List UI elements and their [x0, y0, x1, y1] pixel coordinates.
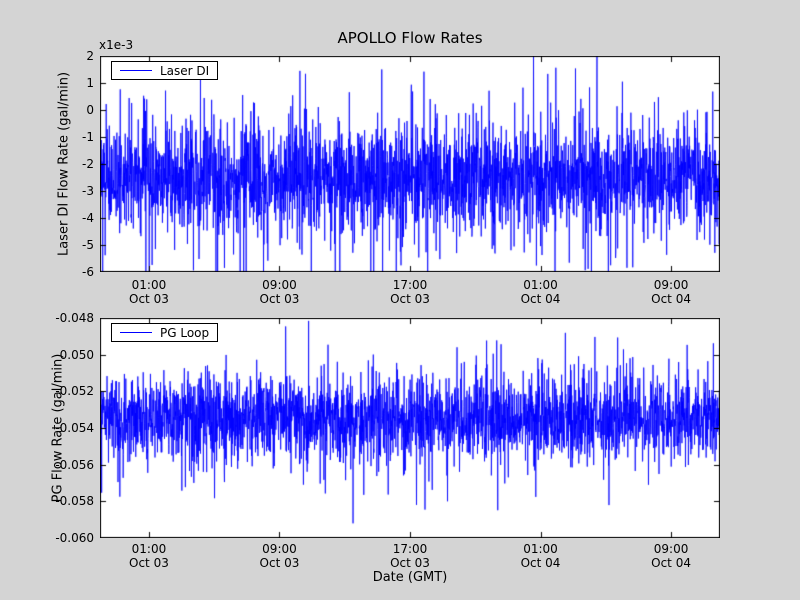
y-tick-label: -0.050	[55, 347, 94, 362]
legend-label: PG Loop	[160, 325, 210, 340]
legend-line-sample	[120, 332, 152, 333]
y-tick-label: 2	[86, 49, 94, 63]
y-tick-label: 0	[86, 103, 94, 117]
x-axis-label: Date (GMT)	[372, 570, 448, 585]
x-tick-label: 01:00 Oct 04	[520, 542, 561, 570]
y-tick-label: -2	[82, 157, 94, 171]
x-tick-label: 09:00 Oct 04	[651, 278, 691, 306]
y-tick-label: -5	[82, 238, 94, 252]
y-tick-label: -4	[82, 211, 94, 225]
bottom-plot-area	[100, 318, 720, 538]
x-tick-label: 01:00 Oct 03	[129, 278, 169, 306]
x-tick-label: 17:00 Oct 03	[390, 278, 430, 306]
top-plot-area	[100, 56, 720, 272]
x-tick-label: 09:00 Oct 03	[259, 278, 300, 306]
y-tick-label: -3	[82, 184, 94, 198]
y-tick-label: -1	[82, 130, 94, 144]
legend-line-sample	[120, 70, 152, 71]
y-tick-label: -0.048	[55, 311, 94, 325]
x-tick-label: 01:00 Oct 04	[520, 278, 561, 306]
x-tick-label: 09:00 Oct 03	[259, 542, 300, 570]
y-tick-label: -0.058	[55, 494, 94, 509]
y-tick-label: 1	[86, 76, 94, 90]
y-axis-offset-label: x1e-3	[99, 38, 134, 52]
y-tick-label: -6	[82, 265, 94, 279]
top-legend: Laser DI	[111, 61, 219, 80]
x-tick-label: 01:00 Oct 03	[129, 542, 169, 570]
legend-label: Laser DI	[160, 63, 210, 78]
y-tick-label: -0.056	[55, 457, 94, 472]
y-tick-label: -0.054	[55, 421, 94, 435]
x-tick-label: 09:00 Oct 04	[651, 542, 691, 570]
chart-title: APOLLO Flow Rates	[337, 29, 483, 47]
y-tick-label: -0.060	[55, 531, 94, 545]
bottom-legend: PG Loop	[111, 323, 219, 342]
y-tick-label: -0.052	[55, 384, 94, 399]
x-tick-label: 17:00 Oct 03	[390, 542, 430, 570]
